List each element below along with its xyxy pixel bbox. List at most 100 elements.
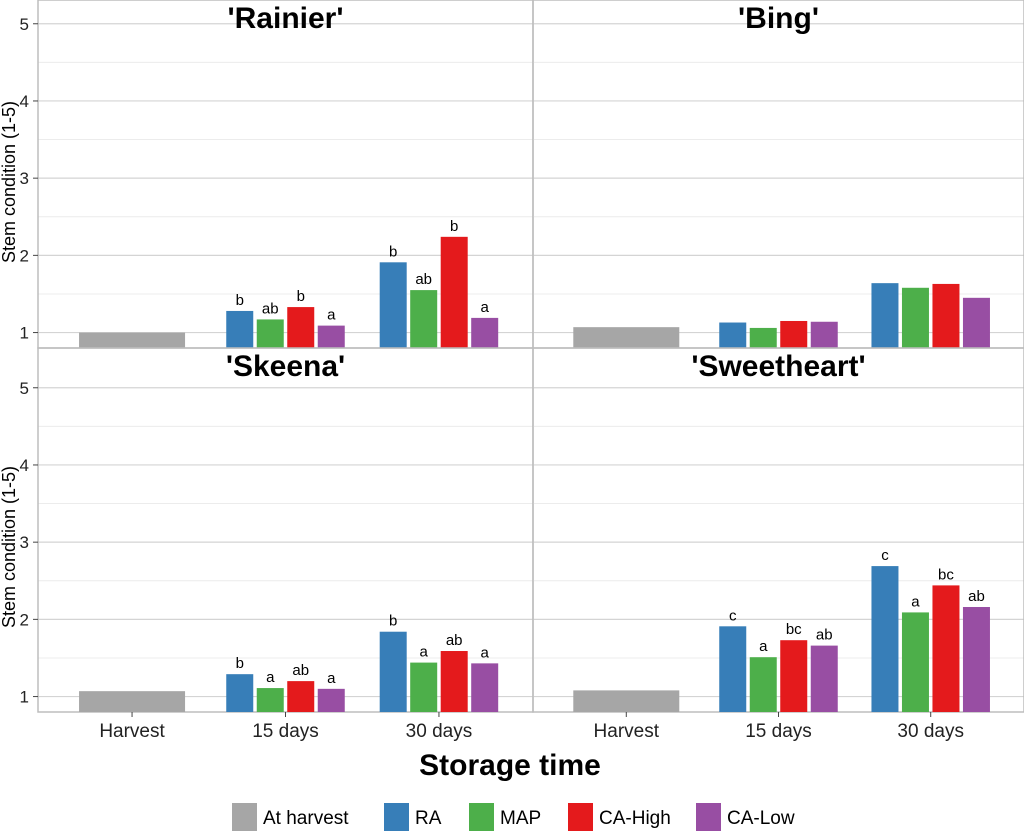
- bar-ca-high: [932, 585, 960, 712]
- bar-ra: [719, 626, 747, 712]
- significance-letter: b: [236, 292, 244, 309]
- x-tick-label: 15 days: [252, 721, 319, 742]
- significance-letter: ab: [816, 627, 833, 644]
- bar-ra: [871, 283, 899, 348]
- bar-ra: [379, 262, 407, 348]
- y-tick-label: 4: [20, 456, 29, 475]
- y-tick-label: 4: [20, 92, 29, 111]
- legend-label: RA: [415, 808, 442, 829]
- bar-ra: [379, 631, 407, 712]
- significance-letter: c: [729, 607, 737, 624]
- bar-ca-high: [287, 681, 315, 712]
- bar-map: [256, 688, 284, 712]
- bar-at-harvest: [573, 327, 680, 348]
- significance-letter: a: [481, 644, 490, 661]
- significance-letter: b: [450, 218, 458, 235]
- y-axis-label-top: Stem condition (1-5): [0, 101, 19, 263]
- significance-letter: b: [389, 243, 397, 260]
- bar-at-harvest: [79, 332, 186, 348]
- legend-label: At harvest: [263, 808, 349, 829]
- bar-at-harvest: [79, 691, 186, 712]
- x-axis-label: Storage time: [419, 749, 601, 782]
- significance-letter: a: [481, 299, 490, 316]
- bar-ca-low: [317, 688, 345, 712]
- legend-swatch: [232, 803, 257, 831]
- y-tick-label: 1: [20, 688, 29, 707]
- y-tick-label: 1: [20, 324, 29, 343]
- legend-swatch: [469, 803, 494, 831]
- bar-ca-high: [440, 651, 468, 712]
- bar-map: [749, 657, 777, 712]
- bar-ca-low: [317, 325, 345, 348]
- bar-map: [901, 287, 929, 348]
- bar-ca-low: [962, 297, 990, 348]
- bar-ca-high: [780, 320, 808, 348]
- bar-map: [410, 290, 438, 348]
- bar-map: [901, 612, 929, 712]
- bar-map: [410, 662, 438, 712]
- bar-ra: [226, 674, 254, 712]
- significance-letter: bc: [938, 566, 954, 583]
- bar-ca-low: [810, 321, 838, 348]
- significance-letter: ab: [415, 271, 432, 288]
- bar-ca-high: [932, 283, 960, 348]
- legend-swatch: [568, 803, 593, 831]
- y-tick-label: 5: [20, 15, 29, 34]
- significance-letter: b: [389, 613, 397, 630]
- bar-ca-high: [780, 640, 808, 712]
- x-tick-label: 30 days: [897, 721, 964, 742]
- legend-label: MAP: [500, 808, 541, 829]
- significance-letter: a: [266, 669, 275, 686]
- significance-letter: c: [881, 547, 889, 564]
- bar-map: [749, 327, 777, 348]
- legend-label: CA-Low: [727, 808, 795, 829]
- x-tick-label: Harvest: [594, 721, 660, 742]
- x-tick-label: 30 days: [406, 721, 473, 742]
- bar-ca-low: [471, 317, 499, 348]
- panel-title: 'Sweetheart': [691, 350, 865, 383]
- y-tick-label: 2: [20, 610, 29, 629]
- y-tick-label: 3: [20, 533, 29, 552]
- significance-letter: ab: [446, 632, 463, 649]
- significance-letter: ab: [968, 588, 985, 605]
- bar-ca-low: [810, 645, 838, 712]
- significance-letter: a: [420, 644, 429, 661]
- significance-letter: b: [236, 655, 244, 672]
- significance-letter: b: [297, 288, 305, 305]
- bar-ca-low: [471, 663, 499, 712]
- legend-label: CA-High: [599, 808, 671, 829]
- panel-title: 'Skeena': [226, 350, 345, 383]
- bar-map: [256, 319, 284, 348]
- legend-swatch: [696, 803, 721, 831]
- significance-letter: a: [759, 638, 768, 655]
- bar-ca-high: [440, 236, 468, 348]
- bar-at-harvest: [573, 690, 680, 712]
- significance-letter: a: [327, 307, 336, 324]
- significance-letter: ab: [262, 300, 279, 317]
- significance-letter: a: [327, 670, 336, 687]
- bar-ca-high: [287, 307, 315, 348]
- significance-letter: a: [911, 593, 920, 610]
- bar-ra: [226, 310, 254, 348]
- bar-ra: [871, 566, 899, 712]
- bar-ra: [719, 322, 747, 348]
- significance-letter: ab: [292, 662, 309, 679]
- legend-swatch: [384, 803, 409, 831]
- legend: At harvest RA MAP CA-High CA-Low: [232, 803, 795, 831]
- x-tick-label: Harvest: [99, 721, 165, 742]
- y-tick-label: 3: [20, 169, 29, 188]
- panel-title: 'Bing': [738, 2, 819, 35]
- bar-ca-low: [962, 607, 990, 712]
- panel: 'Bing': [532, 0, 1024, 349]
- significance-letter: bc: [786, 621, 802, 638]
- y-tick-label: 2: [20, 246, 29, 265]
- y-tick-label: 5: [20, 379, 29, 398]
- panel-title: 'Rainier': [228, 2, 344, 35]
- y-axis-label-bottom: Stem condition (1-5): [0, 466, 19, 628]
- x-tick-label: 15 days: [745, 721, 812, 742]
